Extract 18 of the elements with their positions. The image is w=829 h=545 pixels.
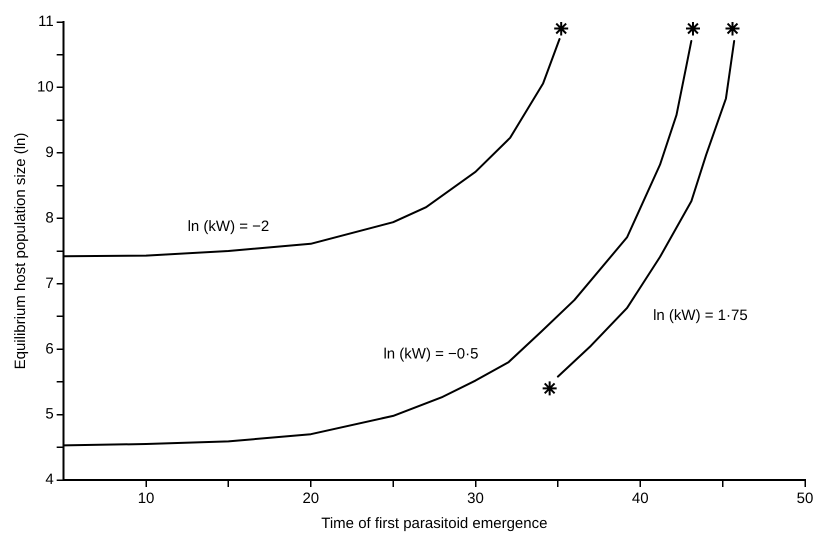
x-tick-label: 40: [632, 490, 649, 508]
x-tick-label: 30: [467, 490, 484, 508]
x-tick-label: 50: [796, 490, 814, 508]
y-tick-label: 9: [45, 144, 54, 161]
y-tick-label: 10: [36, 78, 54, 96]
y-tick-label: 11: [38, 13, 54, 30]
series-label: ln (kW) = 1·75: [653, 307, 748, 324]
y-axis-title: Equilibrium host population size (ln): [12, 132, 30, 370]
y-tick-label: 7: [45, 274, 54, 292]
y-tick-label: 8: [45, 209, 54, 226]
x-tick-label: 10: [138, 490, 154, 508]
series-label: ln (kW) = −0·5: [383, 345, 478, 362]
x-axis-title: Time of first parasitoid emergence: [321, 515, 548, 532]
y-tick-label: 5: [45, 406, 54, 423]
y-tick-label: 6: [45, 340, 54, 358]
series-label: ln (kW) = −2: [188, 218, 270, 236]
x-tick-label: 20: [302, 490, 320, 508]
y-tick-label: 4: [45, 471, 54, 488]
